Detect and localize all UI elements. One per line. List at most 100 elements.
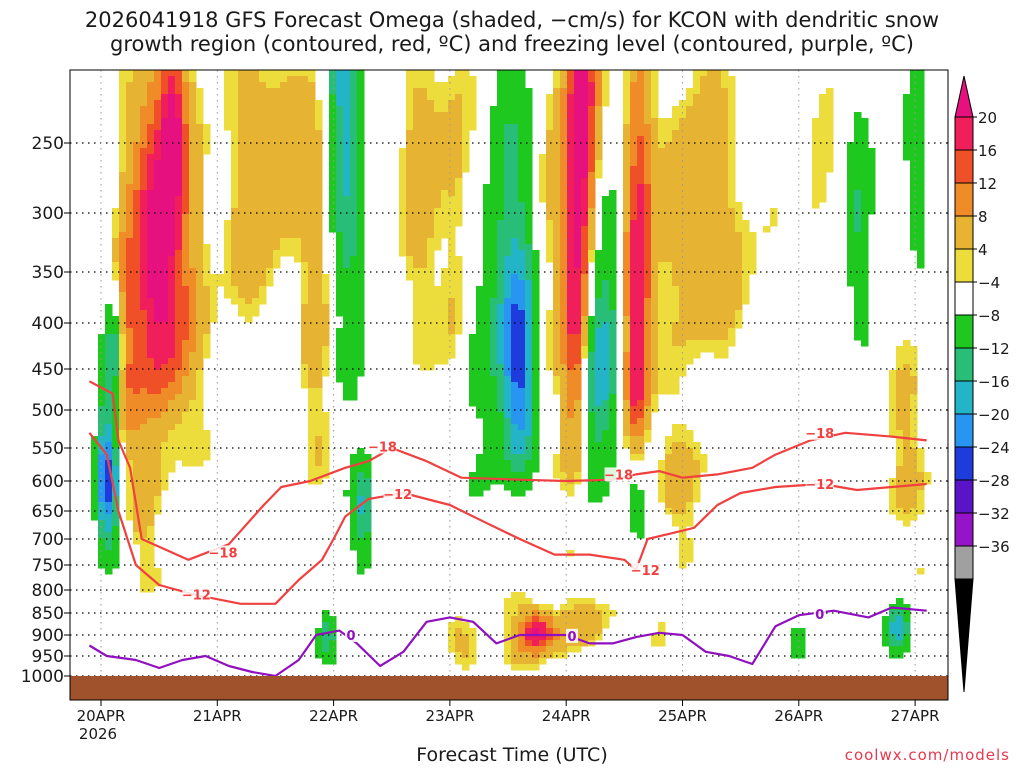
omega-cell bbox=[623, 376, 631, 383]
omega-cell bbox=[497, 292, 505, 299]
omega-cell bbox=[455, 196, 463, 203]
omega-cell bbox=[637, 112, 645, 119]
omega-cell bbox=[553, 304, 561, 311]
omega-cell bbox=[553, 280, 561, 287]
omega-cell bbox=[231, 208, 239, 215]
omega-cell bbox=[322, 280, 330, 287]
omega-cell bbox=[728, 232, 736, 239]
omega-cell bbox=[231, 286, 239, 293]
omega-cell bbox=[560, 406, 568, 413]
omega-cell bbox=[651, 238, 659, 245]
omega-cell bbox=[196, 388, 204, 395]
omega-cell bbox=[140, 550, 148, 557]
omega-cell bbox=[714, 292, 722, 299]
omega-cell bbox=[588, 340, 596, 347]
omega-cell bbox=[350, 130, 358, 137]
omega-cell bbox=[175, 190, 183, 197]
omega-cell bbox=[483, 484, 491, 491]
omega-cell bbox=[189, 136, 197, 143]
omega-cell bbox=[896, 466, 904, 473]
omega-cell bbox=[637, 178, 645, 185]
omega-cell bbox=[231, 280, 239, 287]
omega-cell bbox=[301, 160, 309, 167]
omega-cell bbox=[553, 124, 561, 131]
omega-cell bbox=[518, 298, 526, 305]
omega-cell bbox=[308, 340, 316, 347]
omega-cell bbox=[525, 352, 533, 359]
omega-cell bbox=[357, 124, 365, 131]
omega-cell bbox=[518, 490, 526, 497]
omega-cell bbox=[693, 160, 701, 167]
omega-cell bbox=[98, 424, 106, 431]
omega-cell bbox=[560, 292, 568, 299]
omega-cell bbox=[343, 298, 351, 305]
omega-cell bbox=[266, 244, 274, 251]
omega-cell bbox=[112, 520, 120, 527]
omega-cell bbox=[546, 178, 554, 185]
omega-cell bbox=[623, 106, 631, 113]
omega-cell bbox=[357, 490, 365, 497]
omega-cell bbox=[322, 316, 330, 323]
omega-cell bbox=[287, 94, 295, 101]
omega-cell bbox=[672, 478, 680, 485]
omega-cell bbox=[196, 412, 204, 419]
omega-cell bbox=[175, 262, 183, 269]
omega-cell bbox=[133, 460, 141, 467]
omega-cell bbox=[560, 364, 568, 371]
omega-cell bbox=[329, 142, 337, 149]
omega-cell bbox=[203, 136, 211, 143]
omega-cell bbox=[175, 292, 183, 299]
omega-cell bbox=[504, 112, 512, 119]
omega-cell bbox=[483, 214, 491, 221]
omega-cell bbox=[175, 244, 183, 251]
omega-cell bbox=[427, 298, 435, 305]
omega-cell bbox=[574, 394, 582, 401]
omega-cell bbox=[728, 190, 736, 197]
omega-cell bbox=[868, 190, 876, 197]
omega-cell bbox=[686, 322, 694, 329]
omega-cell bbox=[308, 154, 316, 161]
omega-cell bbox=[336, 364, 344, 371]
omega-cell bbox=[721, 268, 729, 275]
omega-cell bbox=[196, 364, 204, 371]
omega-cell bbox=[427, 76, 435, 83]
omega-cell bbox=[693, 298, 701, 305]
omega-cell bbox=[609, 298, 617, 305]
omega-cell bbox=[182, 232, 190, 239]
omega-cell bbox=[602, 322, 610, 329]
omega-cell bbox=[231, 148, 239, 155]
omega-cell bbox=[329, 100, 337, 107]
omega-cell bbox=[154, 448, 162, 455]
omega-cell bbox=[714, 124, 722, 131]
omega-cell bbox=[679, 256, 687, 263]
omega-cell bbox=[595, 118, 603, 125]
omega-cell bbox=[126, 82, 134, 89]
omega-cell bbox=[238, 76, 246, 83]
omega-cell bbox=[231, 202, 239, 209]
omega-cell bbox=[714, 214, 722, 221]
omega-cell bbox=[553, 466, 561, 473]
omega-cell bbox=[308, 82, 316, 89]
omega-cell bbox=[637, 172, 645, 179]
omega-cell bbox=[588, 88, 596, 95]
omega-cell bbox=[728, 226, 736, 233]
omega-cell bbox=[553, 316, 561, 323]
omega-cell bbox=[182, 172, 190, 179]
omega-cell bbox=[315, 454, 323, 461]
omega-cell bbox=[203, 256, 211, 263]
omega-cell bbox=[511, 262, 519, 269]
omega-cell bbox=[308, 316, 316, 323]
omega-cell bbox=[525, 364, 533, 371]
omega-cell bbox=[294, 226, 302, 233]
omega-cell bbox=[329, 130, 337, 137]
omega-cell bbox=[189, 310, 197, 317]
omega-cell bbox=[105, 520, 113, 527]
omega-cell bbox=[658, 190, 666, 197]
omega-cell bbox=[672, 292, 680, 299]
omega-cell bbox=[126, 496, 134, 503]
omega-cell bbox=[91, 442, 99, 449]
omega-cell bbox=[336, 136, 344, 143]
omega-cell bbox=[189, 358, 197, 365]
omega-cell bbox=[588, 472, 596, 479]
omega-cell bbox=[273, 250, 281, 257]
